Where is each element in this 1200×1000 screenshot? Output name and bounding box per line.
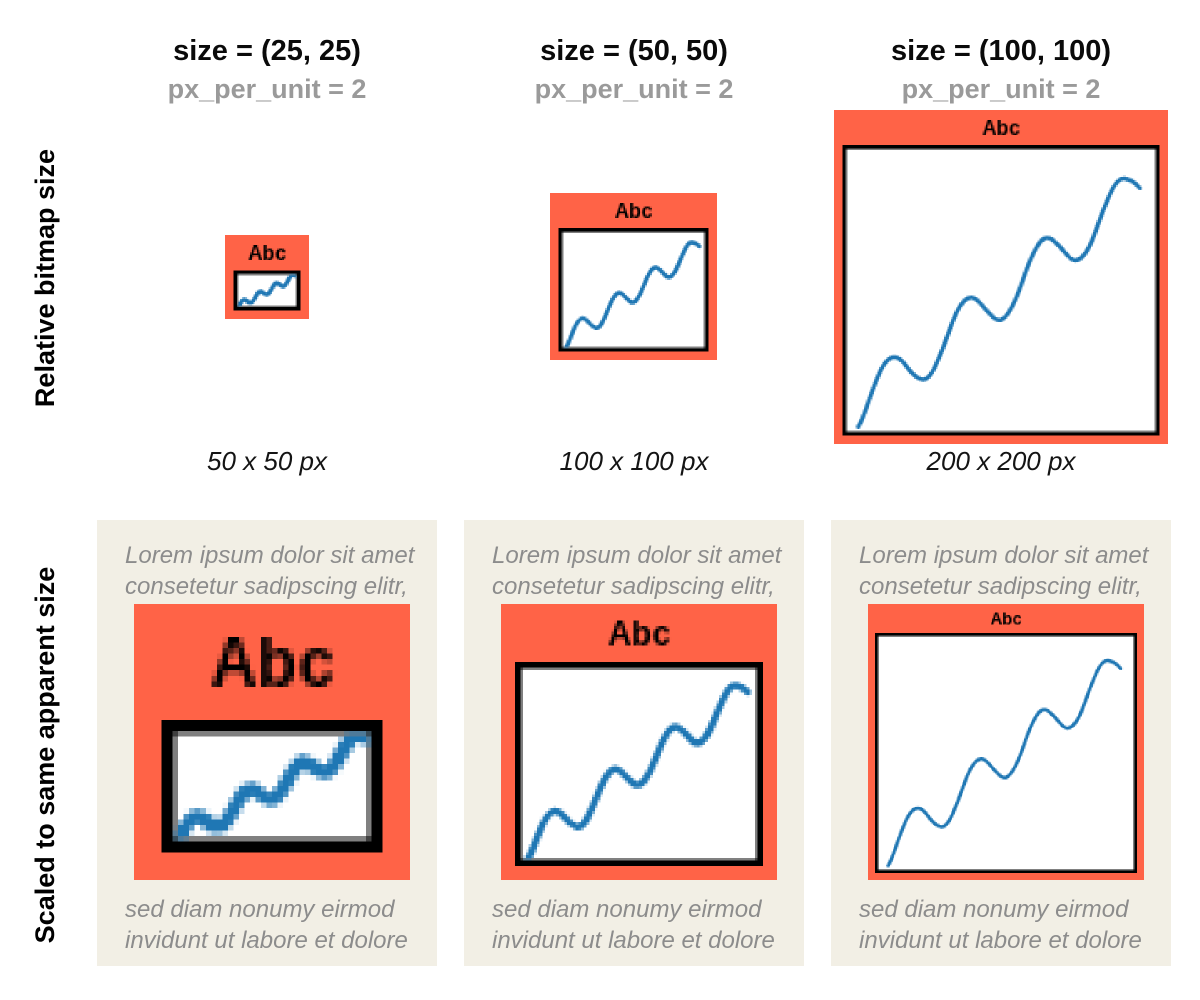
lorem-bottom-line2: invidunt ut labore et dolore — [859, 927, 1142, 954]
row-label-relative-bitmap-size: Relative bitmap size — [30, 148, 60, 408]
caption-bitmap-size-1: 100 x 100 px — [559, 446, 709, 476]
plot-bitmap-50px-scaled — [134, 604, 410, 880]
plot-bitmap-100px-scaled — [501, 604, 777, 880]
document-mock-2: Lorem ipsum dolor sit amet consetetur sa… — [831, 520, 1171, 966]
lorem-top-line2: consetetur sadipscing elitr, — [859, 573, 1142, 600]
lorem-bottom-line2: invidunt ut labore et dolore — [492, 927, 775, 954]
lorem-top-line1: Lorem ipsum dolor sit amet — [125, 542, 415, 569]
header-size-1: size = (50, 50) — [540, 35, 728, 67]
plot-bitmap-100px-row1 — [550, 193, 717, 360]
lorem-top-line2: consetetur sadipscing elitr, — [125, 573, 408, 600]
header-px-per-unit-0: px_per_unit = 2 — [167, 74, 367, 104]
document-mock-1: Lorem ipsum dolor sit amet consetetur sa… — [464, 520, 804, 966]
caption-bitmap-size-0: 50 x 50 px — [207, 446, 327, 476]
column-header-1: size = (50, 50) px_per_unit = 2 — [464, 32, 804, 108]
lorem-top-line1: Lorem ipsum dolor sit amet — [492, 542, 782, 569]
plot-bitmap-200px-row1 — [834, 110, 1168, 444]
column-header-0: size = (25, 25) px_per_unit = 2 — [97, 32, 437, 108]
header-size-2: size = (100, 100) — [890, 35, 1112, 67]
lorem-bottom-line1: sed diam nonumy eirmod — [492, 896, 762, 923]
document-mock-0: Lorem ipsum dolor sit amet consetetur sa… — [97, 520, 437, 966]
lorem-top-line1: Lorem ipsum dolor sit amet — [859, 542, 1149, 569]
column-header-2: size = (100, 100) px_per_unit = 2 — [831, 32, 1171, 108]
header-px-per-unit-1: px_per_unit = 2 — [534, 74, 734, 104]
lorem-top-line2: consetetur sadipscing elitr, — [492, 573, 775, 600]
lorem-bottom-line2: invidunt ut labore et dolore — [125, 927, 408, 954]
plot-bitmap-50px-row1 — [225, 235, 309, 319]
row-label-scaled-apparent-size: Scaled to same apparent size — [30, 566, 60, 944]
lorem-bottom-line1: sed diam nonumy eirmod — [125, 896, 395, 923]
caption-bitmap-size-2: 200 x 200 px — [926, 446, 1076, 476]
plot-bitmap-200px-scaled — [868, 604, 1144, 880]
header-px-per-unit-2: px_per_unit = 2 — [901, 74, 1101, 104]
header-size-0: size = (25, 25) — [173, 35, 361, 67]
lorem-bottom-line1: sed diam nonumy eirmod — [859, 896, 1129, 923]
